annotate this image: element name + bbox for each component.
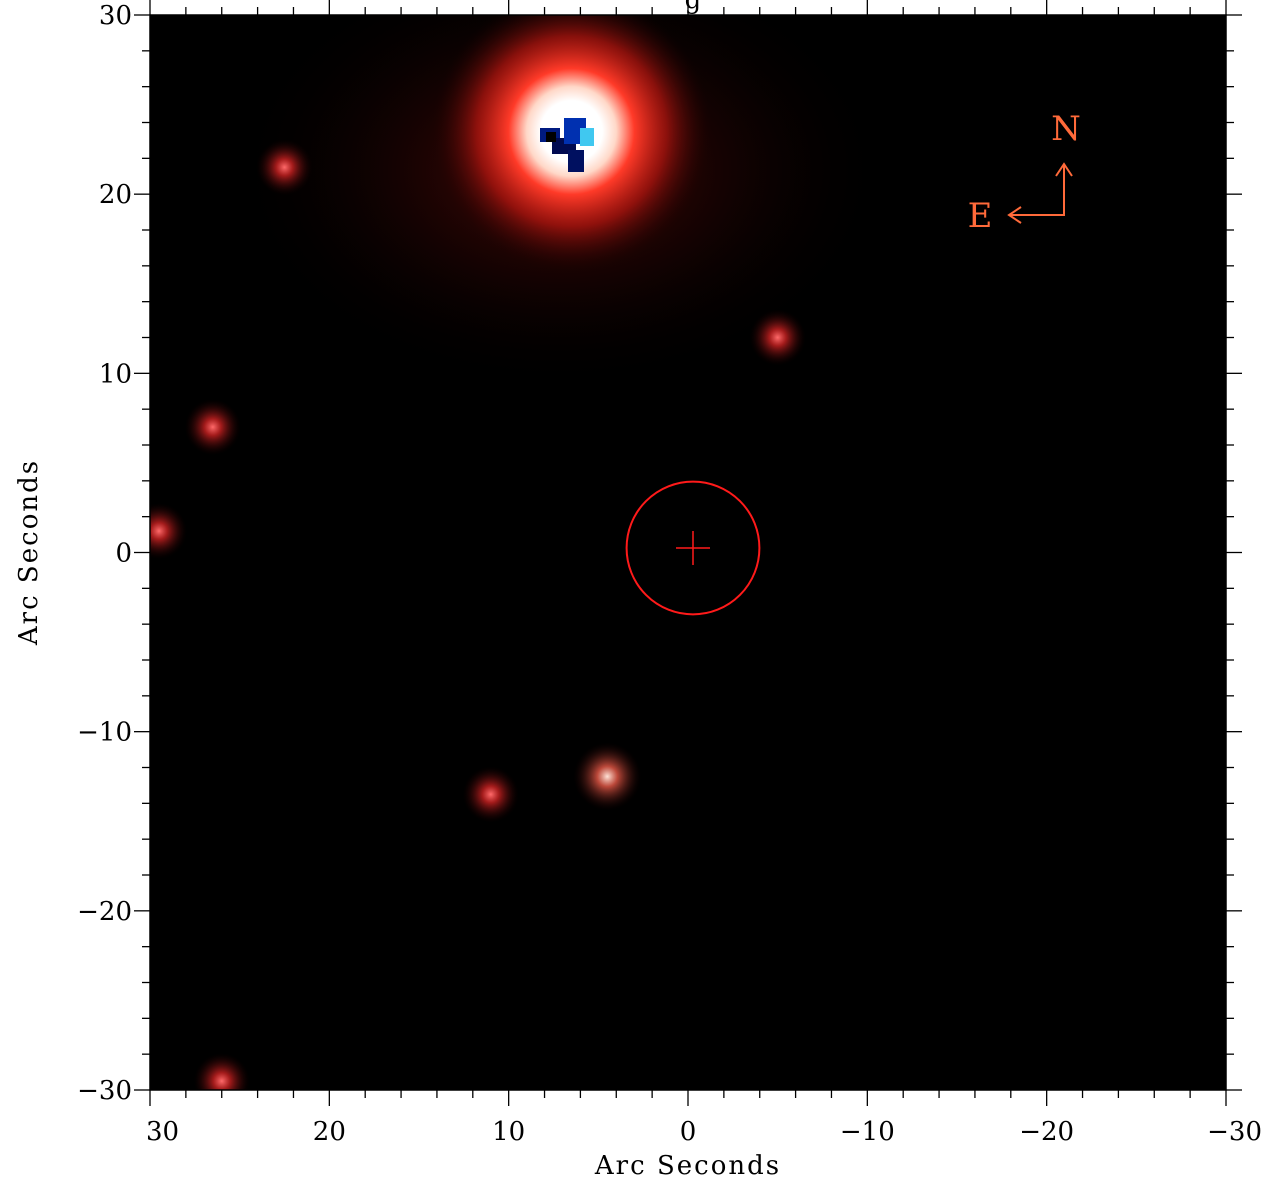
east-arrowhead bbox=[1007, 206, 1022, 224]
saturated-core bbox=[540, 118, 594, 172]
y-tick-label: 20 bbox=[99, 180, 132, 210]
image-panel: N E bbox=[150, 15, 1226, 1090]
axis-ticks bbox=[134, 0, 1242, 1106]
compass: N E bbox=[968, 109, 1081, 236]
source-3 bbox=[749, 309, 806, 366]
target-circle bbox=[625, 480, 761, 616]
north-arrowhead bbox=[1055, 162, 1073, 177]
x-tick-label: −30 bbox=[1207, 1117, 1262, 1147]
x-tick-label: 10 bbox=[492, 1117, 525, 1147]
source-4 bbox=[184, 399, 241, 456]
figure-title-fragment: g bbox=[685, 0, 702, 15]
compass-arrows bbox=[1010, 166, 1065, 216]
x-axis-title: Arc Seconds bbox=[594, 1151, 781, 1180]
compass-east-label: E bbox=[968, 196, 993, 236]
target-marker bbox=[625, 480, 761, 616]
source-6 bbox=[573, 742, 642, 811]
source-5 bbox=[150, 503, 187, 559]
source-2 bbox=[256, 139, 313, 196]
x-tick-label: 0 bbox=[680, 1117, 697, 1147]
compass-north-label: N bbox=[1051, 109, 1081, 149]
x-tick-label: 20 bbox=[313, 1117, 346, 1147]
y-tick-label: −20 bbox=[77, 897, 132, 927]
x-tick-label: 30 bbox=[146, 1117, 179, 1147]
x-tick-label: −20 bbox=[1019, 1117, 1074, 1147]
y-tick-label: −10 bbox=[77, 718, 132, 748]
x-tick-labels: 30 20 10 0 −10 −20 −30 bbox=[146, 1117, 1262, 1147]
y-tick-label: 10 bbox=[99, 359, 132, 389]
y-tick-label: −30 bbox=[77, 1076, 132, 1106]
x-tick-label: −10 bbox=[840, 1117, 895, 1147]
y-tick-label: 0 bbox=[115, 539, 132, 569]
y-axis-title: Arc Seconds bbox=[14, 459, 44, 646]
y-tick-label: 30 bbox=[99, 1, 132, 31]
source-7 bbox=[462, 766, 519, 823]
y-tick-labels: 30 20 10 0 −10 −20 −30 bbox=[77, 1, 132, 1106]
source-8 bbox=[193, 1053, 250, 1090]
